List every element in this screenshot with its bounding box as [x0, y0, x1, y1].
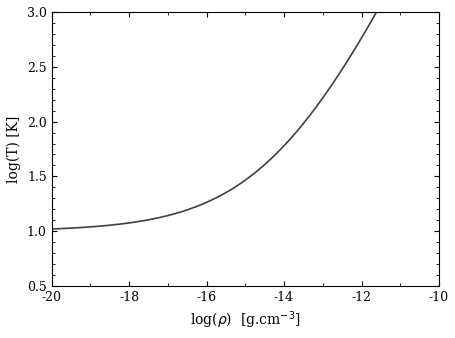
Y-axis label: log(T) [K]: log(T) [K] [7, 115, 21, 183]
X-axis label: log($\rho$)  [g.cm$^{-3}$]: log($\rho$) [g.cm$^{-3}$] [190, 310, 300, 331]
